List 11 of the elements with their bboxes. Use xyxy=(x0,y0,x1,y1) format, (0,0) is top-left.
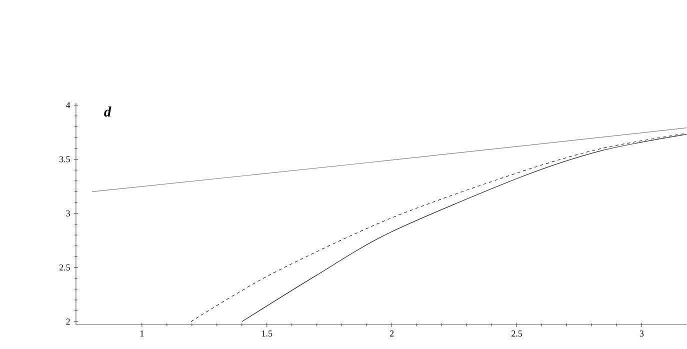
annotation: d xyxy=(104,106,112,117)
x-tick-label: 1 xyxy=(140,330,144,337)
y-tick-label: 4 xyxy=(66,102,70,108)
y-tick-label: 2 xyxy=(66,318,70,325)
x-tick-label: 3 xyxy=(640,330,644,337)
x-tick-label: 2 xyxy=(390,330,394,337)
x-tick-label: 2.5 xyxy=(512,330,522,337)
y-tick-label: 3.5 xyxy=(59,156,70,162)
x-tick-label: 1.5 xyxy=(262,330,272,337)
y-tick-label: 2.5 xyxy=(59,264,70,271)
y-tick-label: 3 xyxy=(66,210,70,216)
